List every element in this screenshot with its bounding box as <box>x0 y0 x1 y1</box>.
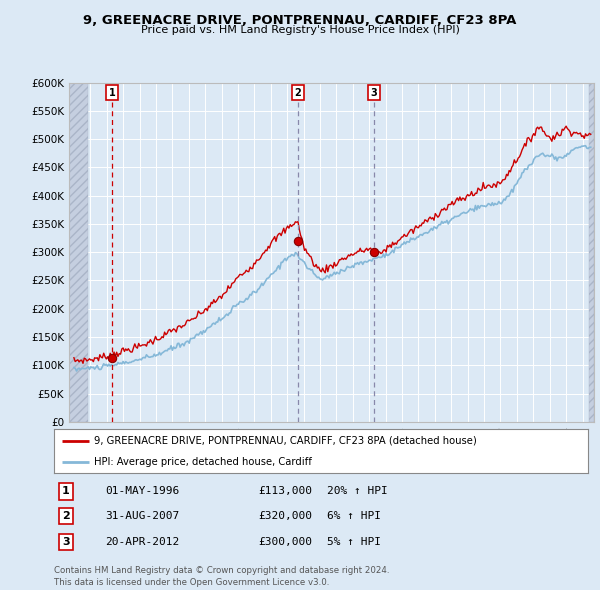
Text: HPI: Average price, detached house, Cardiff: HPI: Average price, detached house, Card… <box>94 457 312 467</box>
Text: 1: 1 <box>62 487 70 496</box>
Text: 01-MAY-1996: 01-MAY-1996 <box>105 487 179 496</box>
Text: £320,000: £320,000 <box>258 512 312 521</box>
Text: 2: 2 <box>62 512 70 521</box>
Text: 3: 3 <box>62 537 70 546</box>
Bar <box>589 83 594 422</box>
Text: 5% ↑ HPI: 5% ↑ HPI <box>327 537 381 546</box>
Text: 9, GREENACRE DRIVE, PONTPRENNAU, CARDIFF, CF23 8PA (detached house): 9, GREENACRE DRIVE, PONTPRENNAU, CARDIFF… <box>94 436 477 446</box>
Text: 20% ↑ HPI: 20% ↑ HPI <box>327 487 388 496</box>
Text: 20-APR-2012: 20-APR-2012 <box>105 537 179 546</box>
Text: £300,000: £300,000 <box>258 537 312 546</box>
Text: 1: 1 <box>109 88 116 98</box>
Text: 2: 2 <box>295 88 301 98</box>
Text: 31-AUG-2007: 31-AUG-2007 <box>105 512 179 521</box>
Text: 9, GREENACRE DRIVE, PONTPRENNAU, CARDIFF, CF23 8PA: 9, GREENACRE DRIVE, PONTPRENNAU, CARDIFF… <box>83 14 517 27</box>
Text: £113,000: £113,000 <box>258 487 312 496</box>
Text: 6% ↑ HPI: 6% ↑ HPI <box>327 512 381 521</box>
Text: Price paid vs. HM Land Registry's House Price Index (HPI): Price paid vs. HM Land Registry's House … <box>140 25 460 35</box>
Bar <box>69 83 88 422</box>
Text: 3: 3 <box>371 88 377 98</box>
Text: Contains HM Land Registry data © Crown copyright and database right 2024.
This d: Contains HM Land Registry data © Crown c… <box>54 566 389 587</box>
